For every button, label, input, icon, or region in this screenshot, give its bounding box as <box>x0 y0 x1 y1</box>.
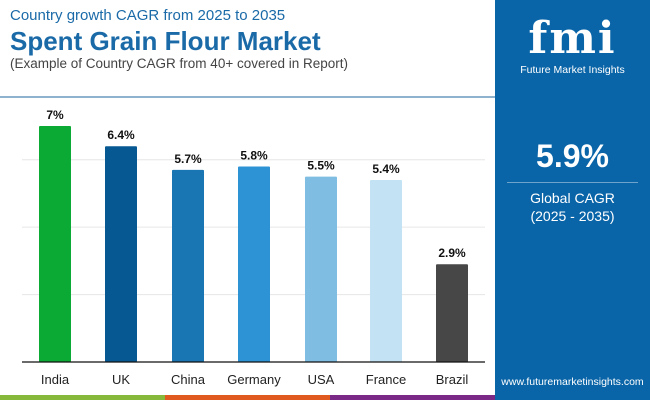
data-label: 6.4% <box>107 128 135 142</box>
x-tick-label: China <box>171 372 206 387</box>
data-label: 5.5% <box>307 159 335 173</box>
bar-china <box>172 169 204 362</box>
bar-chart: 7% India 6.4% UK 5.7% China 5.8% Germany 5.5% USA… <box>22 108 485 387</box>
header-divider <box>0 96 495 98</box>
global-cagr-value: 5.9% <box>536 138 609 174</box>
data-label: 5.8% <box>240 148 268 162</box>
bar-usa <box>305 176 337 362</box>
data-label: 5.4% <box>372 162 400 176</box>
x-tick-label: Germany <box>227 372 281 387</box>
logo-brand: Future Market Insights <box>520 64 625 76</box>
data-label: 2.9% <box>438 246 466 260</box>
panel-divider <box>507 182 638 183</box>
color-strip-orange <box>165 395 330 400</box>
x-tick-label: India <box>41 372 70 387</box>
data-label: 5.7% <box>174 152 202 166</box>
side-panel: fmi Future Market Insights 5.9% Global C… <box>495 0 650 400</box>
x-tick-label: USA <box>308 372 335 387</box>
x-tick-label: Brazil <box>436 372 469 387</box>
color-strip-purple <box>330 395 495 400</box>
bar-india <box>39 126 71 362</box>
bar-brazil <box>436 264 468 362</box>
bar-france <box>370 179 402 362</box>
chart-note: (Example of Country CAGR from 40+ covere… <box>10 56 349 71</box>
bar-uk <box>105 146 137 362</box>
x-tick-label: France <box>366 372 406 387</box>
logo-mark: fmi <box>528 13 617 64</box>
color-strip-green <box>0 395 165 400</box>
website-url: www.futuremarketinsights.com <box>501 376 644 388</box>
global-cagr-period: (2025 - 2035) <box>530 208 615 224</box>
bar-germany <box>238 166 270 362</box>
x-tick-label: UK <box>112 372 130 387</box>
global-cagr-label: Global CAGR <box>530 190 615 206</box>
fmi-logo: fmi Future Market Insights <box>515 8 630 77</box>
chart-subtitle: Country growth CAGR from 2025 to 2035 <box>10 7 286 24</box>
data-label: 7% <box>46 108 64 122</box>
chart-title: Spent Grain Flour Market <box>10 26 321 56</box>
